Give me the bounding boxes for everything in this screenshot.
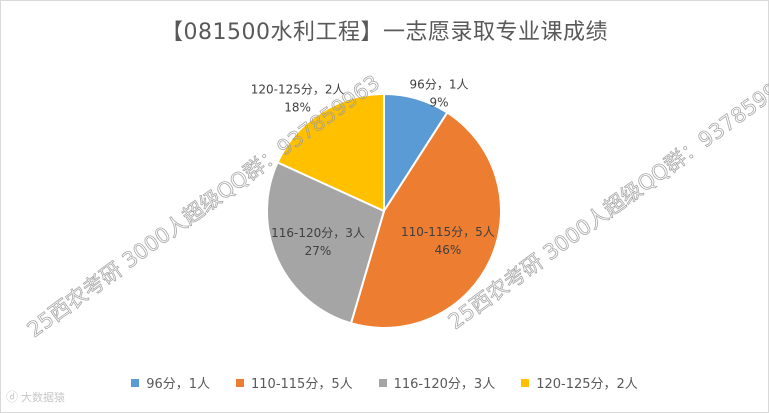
chart-legend: 96分，1人 110-115分，5人 116-120分，3人 120-125分，2人 — [0, 373, 769, 392]
legend-label: 96分，1人 — [146, 377, 211, 392]
slice-percent-label: 27% — [305, 244, 332, 258]
legend-label: 116-120分，3人 — [393, 377, 496, 392]
legend-label: 120-125分，2人 — [536, 377, 638, 392]
legend-item: 116-120分，3人 — [378, 373, 496, 392]
pie-slice — [276, 92, 385, 213]
legend-item: 110-115分，5人 — [236, 373, 353, 392]
slice-category-label: 116-120分，3人 — [271, 226, 365, 240]
slice-percent-label: 18% — [284, 101, 311, 115]
legend-swatch — [131, 378, 140, 387]
brand-name: 大数据猿 — [21, 390, 66, 404]
slice-percent-label: 46% — [435, 243, 462, 257]
chart-title: 【081500水利工程】一志愿录取专业课成绩 — [161, 20, 608, 45]
legend-swatch — [521, 378, 530, 387]
slice-category-label: 120-125分，2人 — [251, 83, 345, 97]
pie-labels: 96分，1人 9% 110-115分，5人 46% 116-120分，3人 27% 120-… — [251, 78, 495, 258]
slice-category-label: 96分，1人 — [410, 78, 469, 92]
brand-mark-icon: ⓓ — [6, 390, 19, 404]
legend-item: 120-125分，2人 — [521, 373, 638, 392]
legend-label: 110-115分，5人 — [251, 377, 353, 392]
pie-slice — [266, 161, 386, 325]
slice-percent-label: 9% — [429, 96, 448, 110]
legend-swatch — [236, 378, 245, 387]
legend-swatch — [378, 378, 387, 387]
pie-slice — [349, 111, 502, 329]
pie-slices — [266, 92, 502, 329]
legend-item: 96分，1人 — [131, 373, 210, 392]
brand-logo: ⓓ 大数据猿 — [6, 388, 65, 405]
slice-category-label: 110-115分，5人 — [401, 225, 495, 239]
